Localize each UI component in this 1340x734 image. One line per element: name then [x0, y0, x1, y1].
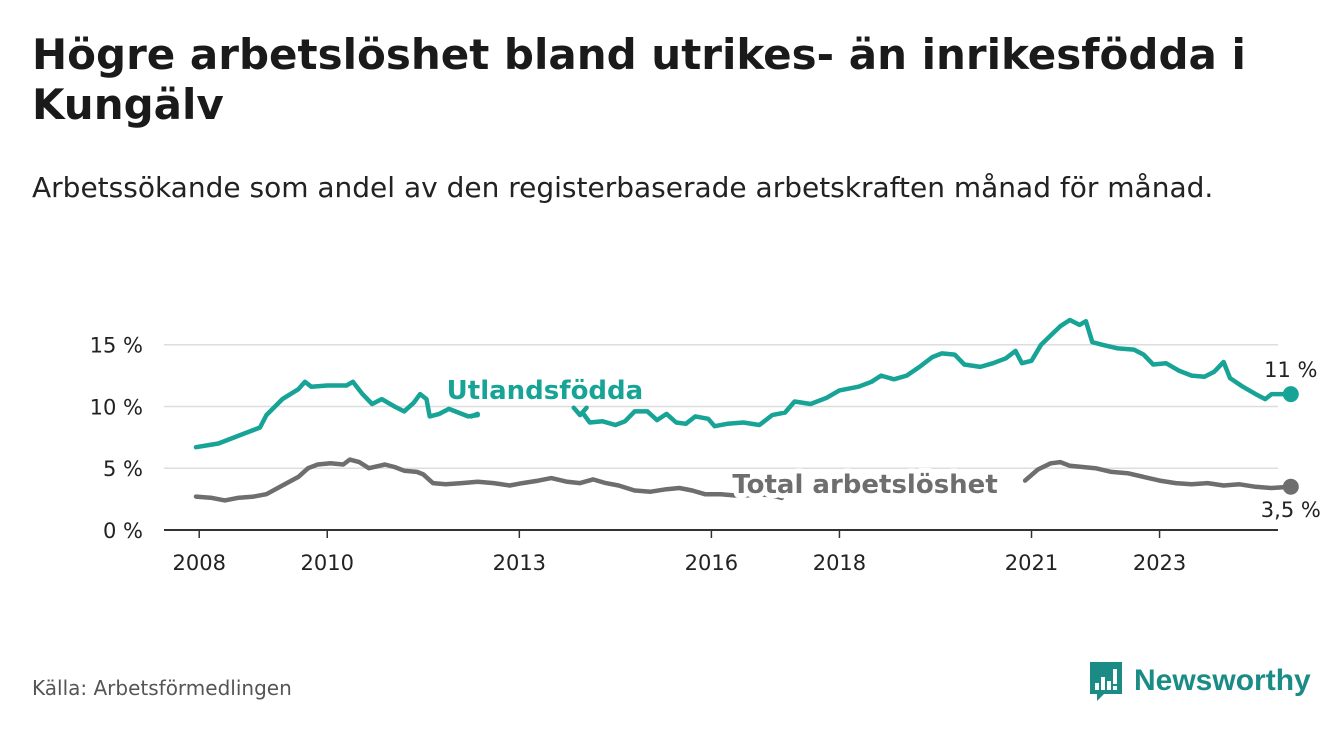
series-line-utlandsfodda [469, 411, 480, 419]
series-line-utlandsfodda [571, 405, 589, 418]
x-tick-label: 2010 [301, 551, 354, 575]
y-tick-label: 10 % [90, 395, 143, 419]
y-tick-label: 5 % [103, 457, 143, 481]
x-tick-label: 2013 [493, 551, 546, 575]
x-tick-label: 2021 [1005, 551, 1058, 575]
endpoint-label: 11 % [1264, 358, 1317, 382]
x-tick-label: 2018 [813, 551, 866, 575]
endpoint-marker [1282, 386, 1299, 403]
axes: 0 % 5 % 10 % 15 % 2008 2010 2013 2016 2018 2021 20… [90, 334, 1278, 575]
series-line-utlandsfodda [193, 379, 480, 450]
newsworthy-logo-icon [1090, 662, 1122, 701]
y-tick-label: 15 % [90, 334, 143, 358]
x-tick-label: 2016 [685, 551, 738, 575]
series-line-total [193, 457, 785, 503]
chart-title: Högre arbetslöshet bland utrikes- än inr… [32, 30, 1246, 129]
series-annotation: Total arbetslöshet [732, 470, 997, 500]
x-tick-label: 2008 [172, 551, 225, 575]
brand-logo: Newsworthy [1088, 660, 1311, 702]
series-annotation: Utlandsfödda [447, 376, 644, 406]
x-tick-label: 2023 [1133, 551, 1186, 575]
series-line-total [1022, 459, 1294, 491]
endpoint-label: 3,5 % [1261, 498, 1321, 522]
series-labels: 11 % 3,5 % Utlandsfödda Total arbetslöshet [442, 358, 1321, 522]
brand-name: Newsworthy [1134, 664, 1311, 697]
endpoint-marker [1282, 478, 1299, 495]
series-line-utlandsfodda [581, 317, 1294, 429]
series-lines [193, 317, 1299, 503]
gridlines [164, 343, 1278, 469]
source-note: Källa: Arbetsförmedlingen [32, 676, 292, 700]
chart-subtitle: Arbetssökande som andel av den registerb… [32, 171, 1214, 204]
y-tick-label: 0 % [103, 519, 143, 543]
